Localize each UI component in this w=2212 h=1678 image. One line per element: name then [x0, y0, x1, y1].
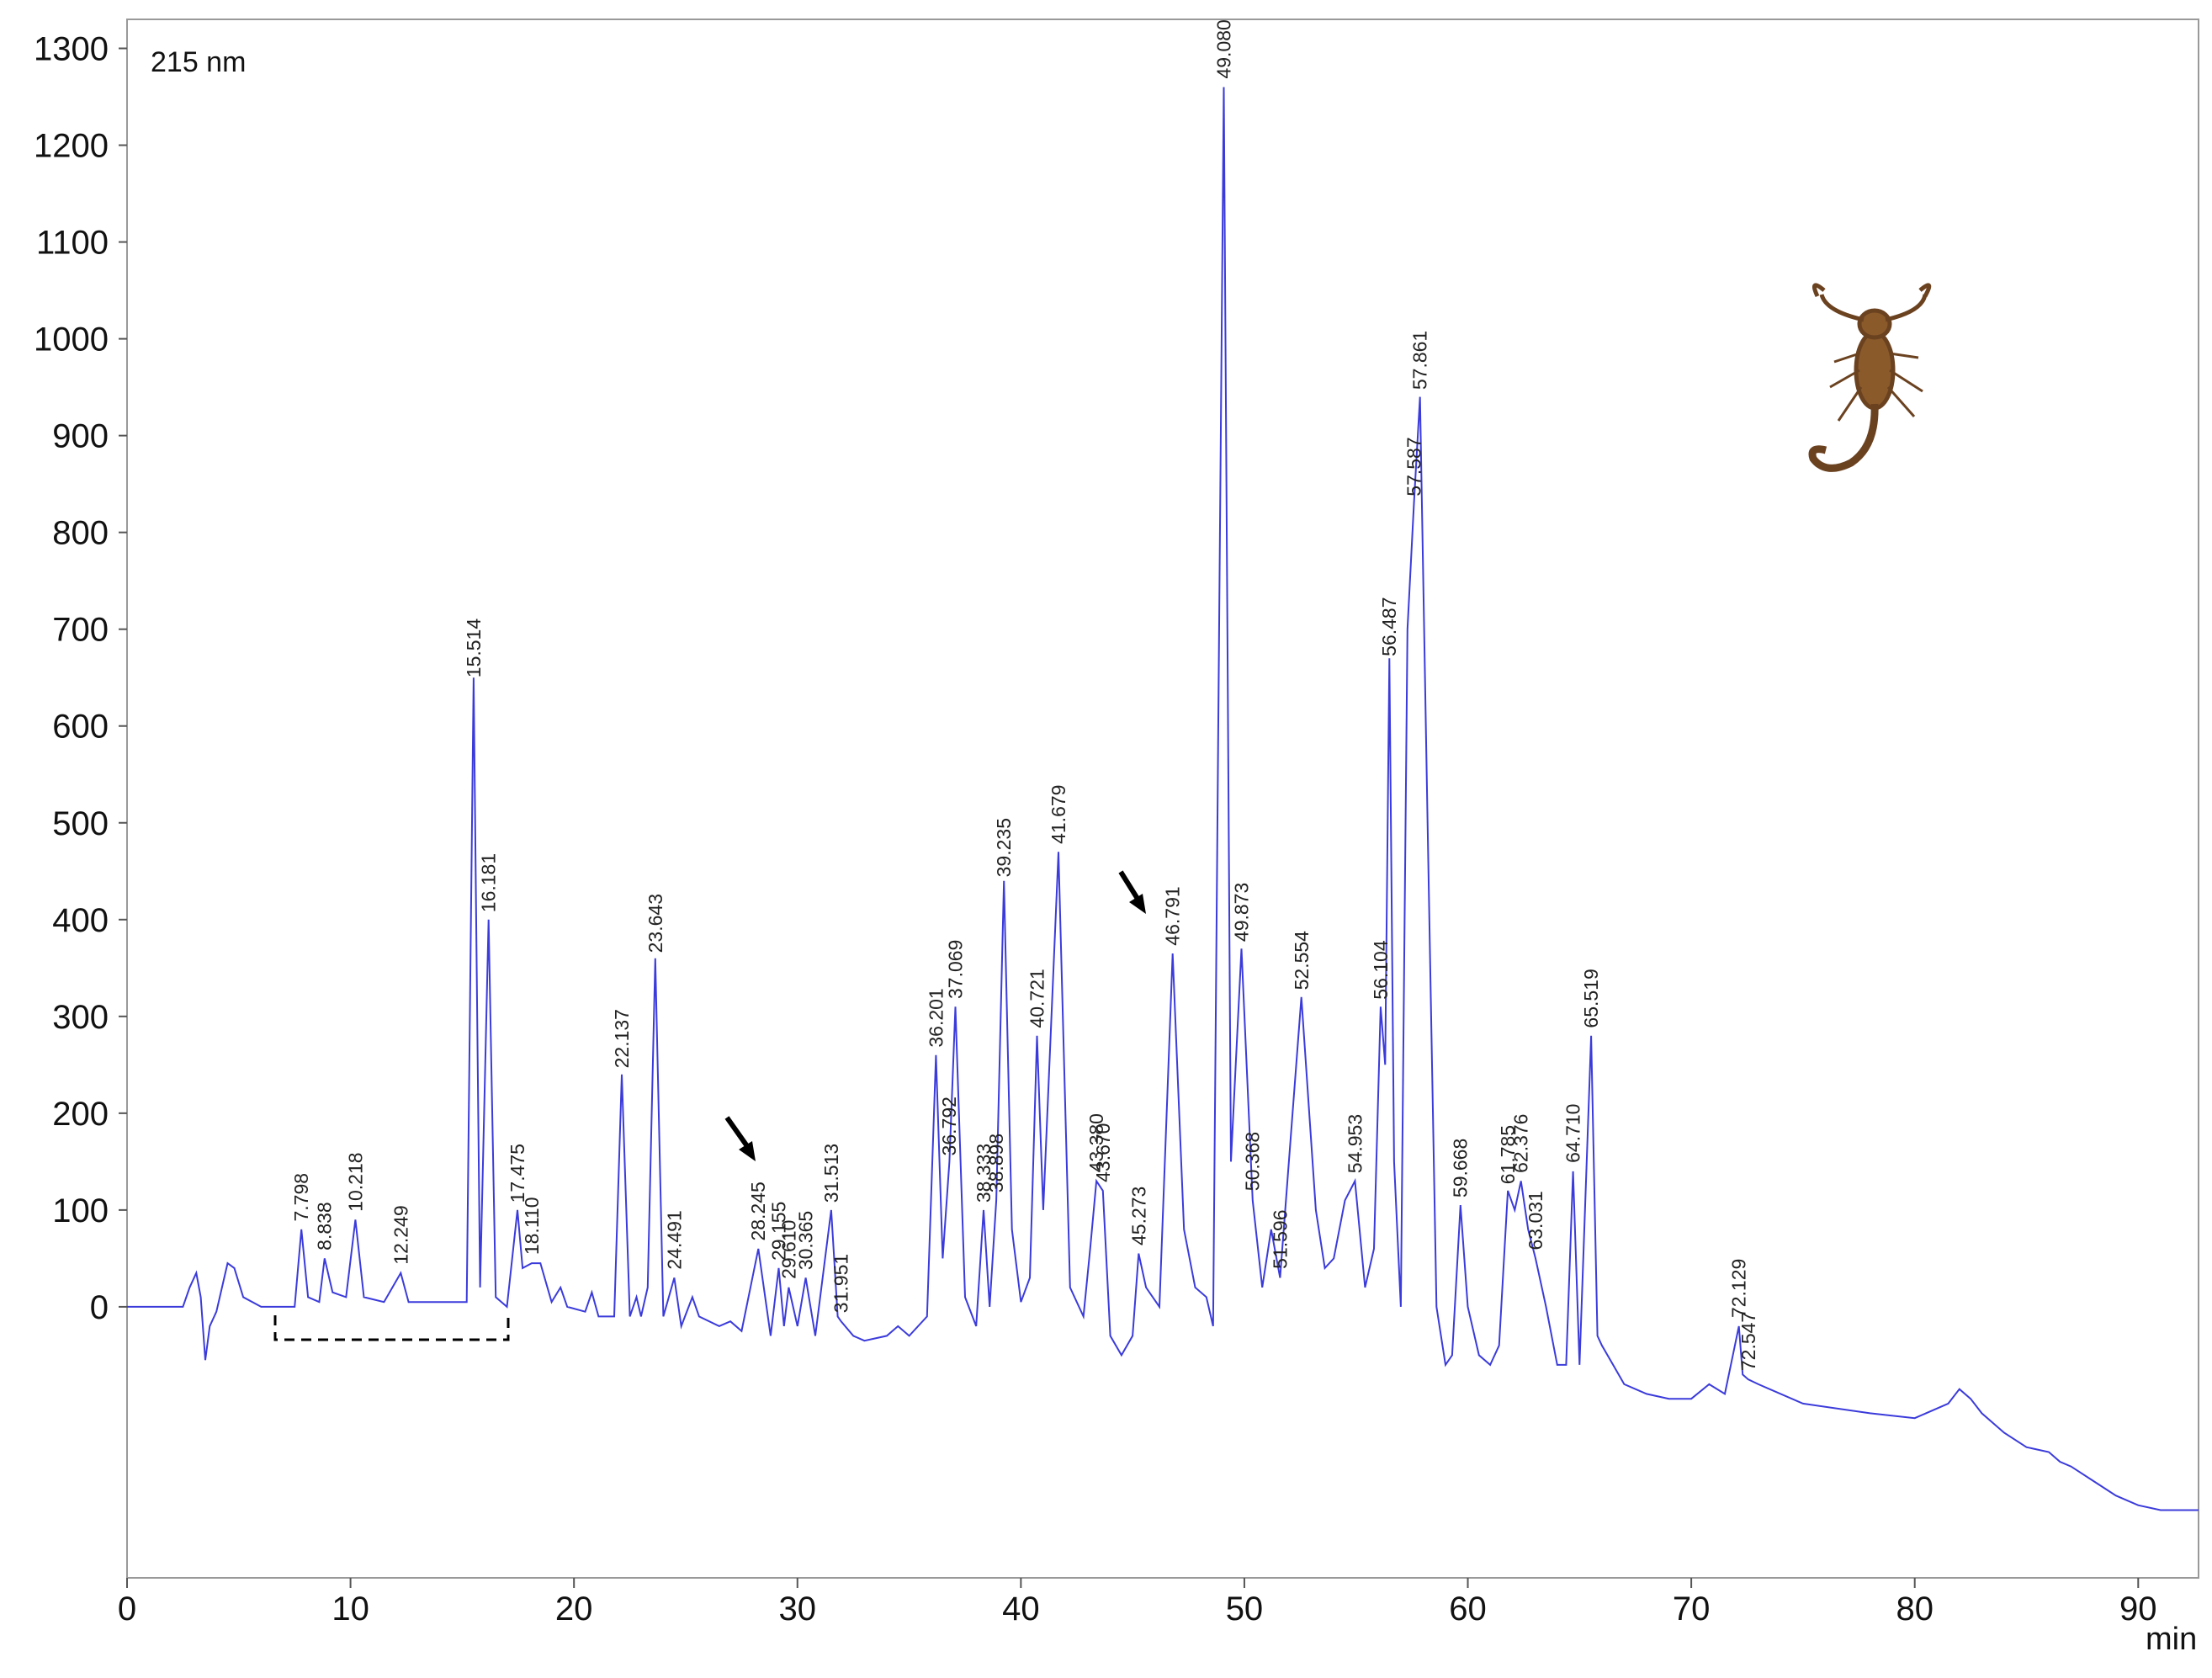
y-tick-label: 700 [52, 612, 109, 649]
y-tick-label: 1300 [34, 31, 109, 68]
peak-label: 38.333 [973, 1144, 995, 1203]
y-tick-label: 0 [90, 1289, 109, 1326]
peak-label: 41.679 [1048, 785, 1069, 844]
peak-label: 18.110 [521, 1197, 543, 1256]
x-tick-label: 90 [2119, 1590, 2157, 1628]
plot-frame [126, 19, 2199, 1579]
peak-label: 57.861 [1409, 331, 1431, 390]
y-tick-label: 500 [52, 805, 109, 842]
trace [127, 87, 2199, 1511]
peak-label: 23.643 [645, 894, 666, 953]
y-tick-label: 1100 [36, 225, 109, 262]
x-tick-label: 80 [1896, 1590, 1934, 1628]
x-tick-label: 30 [779, 1590, 817, 1628]
peak-label: 72.547 [1737, 1312, 1759, 1371]
y-tick-label: 100 [52, 1192, 109, 1229]
peak-label: 22.137 [611, 1009, 633, 1068]
scorpion-icon [1808, 283, 1932, 472]
peak-label: 59.668 [1450, 1139, 1472, 1197]
peak-label: 62.376 [1510, 1114, 1532, 1173]
y-tick-label: 1200 [34, 128, 109, 165]
peak-label: 39.235 [993, 818, 1015, 877]
y-tick-label: 400 [52, 902, 109, 939]
peak-label: 30.365 [794, 1211, 816, 1270]
peak-label: 36.201 [925, 988, 947, 1047]
peak-label: 45.273 [1127, 1187, 1149, 1245]
peak-label: 46.791 [1162, 886, 1184, 945]
peak-label: 31.951 [830, 1254, 852, 1313]
peak-label: 54.953 [1344, 1114, 1366, 1173]
peak-label: 49.873 [1231, 883, 1253, 942]
peak-label: 8.838 [314, 1202, 336, 1251]
x-axis-label: min [2146, 1622, 2197, 1657]
peak-label: 15.514 [463, 619, 485, 678]
peak-label: 57.587 [1403, 437, 1424, 496]
peak-label: 61.785 [1497, 1125, 1519, 1184]
y-tick-label: 900 [52, 418, 109, 455]
peak-label: 31.513 [820, 1144, 842, 1203]
annotation: 215 nm [151, 46, 246, 78]
peak-label: 7.798 [290, 1173, 312, 1222]
y-tick-label: 800 [52, 515, 109, 552]
arrow [724, 870, 1146, 1161]
peak-label: 36.792 [938, 1097, 960, 1155]
x-tick-label: 60 [1449, 1590, 1487, 1628]
bracket [273, 1315, 510, 1341]
x-tick-label: 20 [555, 1590, 593, 1628]
peak-label: 38.898 [985, 1134, 1007, 1192]
peak-label: 63.031 [1525, 1191, 1546, 1250]
peak-label: 12.249 [390, 1205, 411, 1264]
peak-label: 56.487 [1378, 597, 1400, 656]
peak-label: 43.670 [1092, 1123, 1114, 1182]
y-tick-label: 600 [52, 709, 109, 746]
peak-label: 29.155 [767, 1202, 789, 1261]
peak-label: 56.104 [1370, 940, 1392, 1000]
y-tick-label: 200 [52, 1096, 109, 1133]
peak-label: 64.710 [1562, 1104, 1584, 1163]
peak-label: 49.080 [1213, 19, 1235, 78]
peak-label: 40.721 [1026, 969, 1048, 1028]
peak-label: 17.475 [507, 1144, 528, 1203]
x-tick-label: 70 [1673, 1590, 1711, 1628]
peak-label: 28.245 [747, 1182, 769, 1240]
peak-label: 72.129 [1728, 1259, 1750, 1318]
peak-label: 37.069 [945, 940, 967, 999]
peak-label: 10.218 [344, 1152, 366, 1211]
x-tick-label: 50 [1226, 1590, 1264, 1628]
y-tick-label: 1000 [34, 321, 109, 358]
peak-label: 50.368 [1242, 1132, 1264, 1191]
peak-label: 51.596 [1269, 1209, 1291, 1268]
peak-label: 16.181 [478, 853, 500, 912]
peak-label: 24.491 [663, 1210, 685, 1269]
x-tick-label: 10 [332, 1590, 369, 1628]
x-tick-label: 0 [118, 1590, 136, 1628]
peak-label: 65.519 [1580, 969, 1602, 1028]
y-tick-label: 300 [52, 999, 109, 1036]
peak-label: 52.554 [1291, 931, 1313, 990]
peak-label: 43.380 [1085, 1113, 1107, 1172]
peak-label: 29.610 [777, 1220, 799, 1279]
x-tick-label: 40 [1002, 1590, 1040, 1628]
